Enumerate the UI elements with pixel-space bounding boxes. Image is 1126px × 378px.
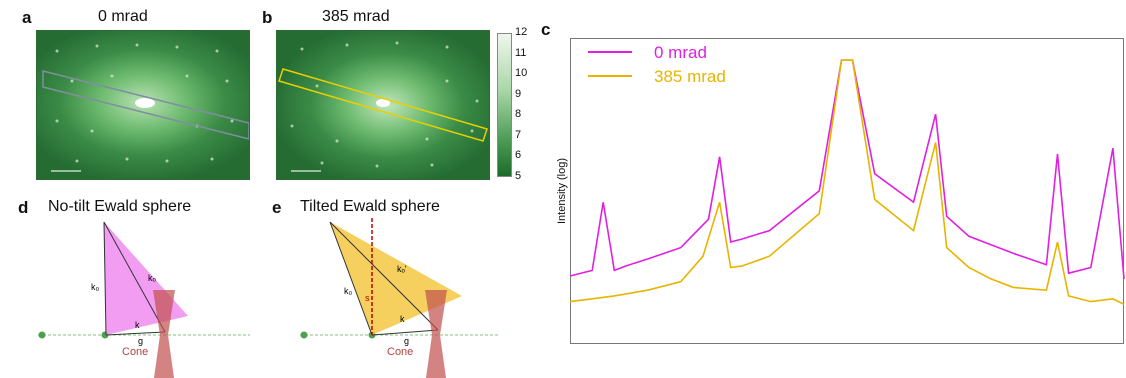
label-k0: k₀ xyxy=(91,282,100,292)
legend-label: 0 mrad xyxy=(654,43,707,62)
label-kg: kₒ xyxy=(148,273,157,283)
cone-lower xyxy=(426,335,446,378)
lattice-point xyxy=(300,331,308,339)
colorbar-tick: 9 xyxy=(515,87,522,100)
diffraction-pattern-b xyxy=(276,30,490,180)
chart-frame xyxy=(570,38,1124,344)
label-g: g xyxy=(404,336,409,346)
ewald-diagram-no-tilt: k₀ kₒ k g Cone xyxy=(38,221,250,378)
central-beam-b xyxy=(376,99,390,107)
panel-a-title: 0 mrad xyxy=(98,8,148,25)
ewald-diagram-tilted: k₀ kₒ' k s g Cone xyxy=(300,218,500,378)
colorbar-ticks: 12 11 10 9 8 7 6 5 xyxy=(515,26,539,182)
label-kg: kₒ' xyxy=(397,264,407,274)
panel-letter-e: e xyxy=(272,198,282,217)
pattern-a-overlay xyxy=(42,43,249,172)
chart-legend: 0 mrad 385 mrad xyxy=(588,43,726,86)
cone-label-e: Cone xyxy=(387,346,413,358)
pink-triangle xyxy=(104,222,188,335)
legend-label: 385 mrad xyxy=(654,67,726,86)
cone-upper xyxy=(153,290,175,335)
line-profile-box-a xyxy=(42,70,249,140)
label-k: k xyxy=(135,320,140,330)
cone-lower xyxy=(154,335,174,378)
colorbar-tick: 8 xyxy=(515,108,522,121)
pattern-b-overlay xyxy=(278,41,488,172)
label-s: s xyxy=(365,293,370,303)
colorbar-tick: 6 xyxy=(515,149,522,162)
central-beam-a xyxy=(135,98,155,108)
panel-d-title: No-tilt Ewald sphere xyxy=(48,198,192,215)
lattice-point xyxy=(38,331,46,339)
series-line-zero-mrad xyxy=(569,59,1125,279)
panel-b-title: 385 mrad xyxy=(322,8,390,25)
panel-letter-d: d xyxy=(18,198,29,217)
label-k: k xyxy=(400,314,405,324)
label-k0: k₀ xyxy=(344,286,353,296)
panel-letter-a: a xyxy=(22,8,32,27)
intensity-line-chart: 0 mrad 385 mrad xyxy=(569,43,1125,306)
panel-e-title: Tilted Ewald sphere xyxy=(300,198,440,215)
panel-letter-c: c xyxy=(541,20,551,39)
label-g: g xyxy=(138,336,143,346)
colorbar-tick: 11 xyxy=(515,46,527,59)
diffraction-pattern-a xyxy=(36,30,250,180)
panel-letter-b: b xyxy=(262,8,273,27)
cone-upper xyxy=(425,290,447,335)
colorbar-tick: 5 xyxy=(515,169,522,182)
chart-ylabel: Intensity (log) xyxy=(556,157,568,225)
bragg-spots-a xyxy=(55,43,234,163)
series-line-tilt-mrad xyxy=(569,59,1125,306)
colorbar-tick: 10 xyxy=(515,67,528,80)
colorbar-tick: 7 xyxy=(515,128,522,141)
colorbar-tick: 12 xyxy=(515,26,528,38)
colorbar xyxy=(497,33,512,177)
bragg-spots-b xyxy=(290,41,479,168)
cone-label-d: Cone xyxy=(122,346,148,358)
line-profile-box-b xyxy=(278,68,488,142)
